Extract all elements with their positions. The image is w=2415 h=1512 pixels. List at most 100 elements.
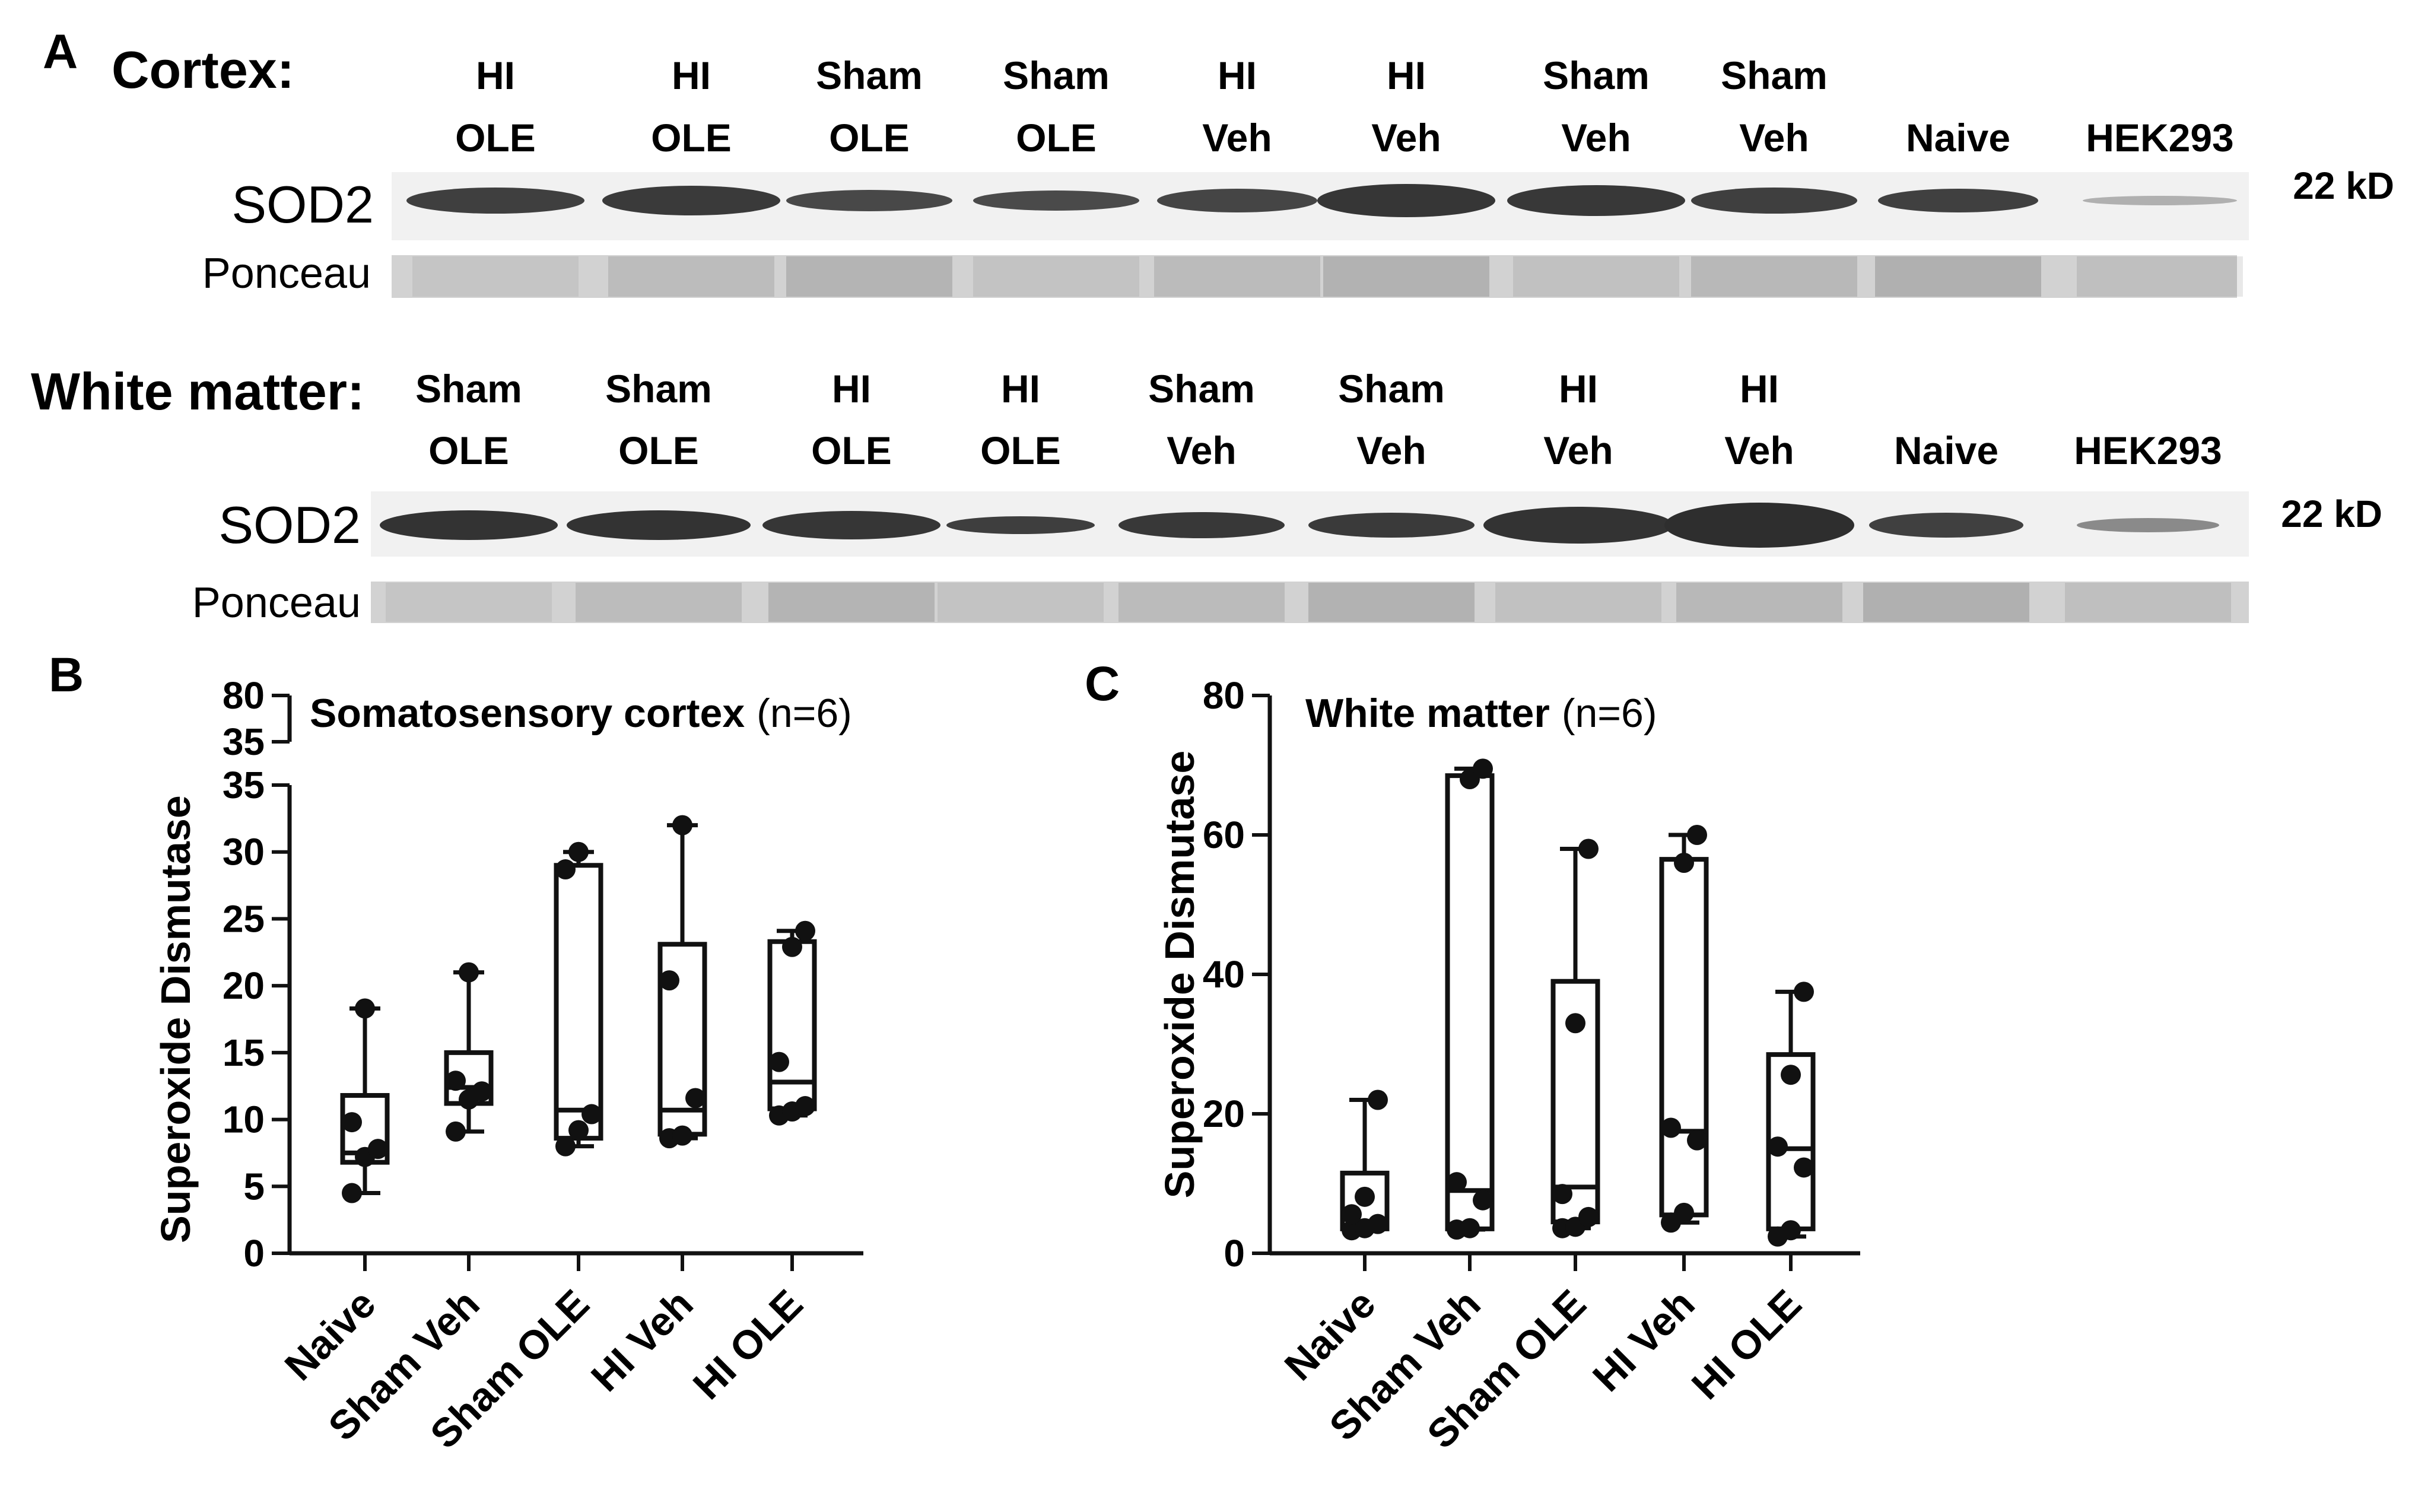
- chart-c-point-hi-ole-5: [1781, 1065, 1801, 1085]
- chart-c-point-sham-veh-6: [1473, 758, 1493, 779]
- chart-b-point-sham-veh-3: [472, 1081, 492, 1102]
- cortex-lane-7-group: Sham: [1543, 53, 1650, 97]
- wm-sod2-band-4: [946, 516, 1095, 534]
- chart-b-point-hi-ole-4: [769, 1052, 789, 1072]
- chart-b-ytick-label-15: 15: [223, 1031, 265, 1074]
- chart-b-point-hi-ole-5: [782, 936, 802, 957]
- chart-c-point-hi-ole-2: [1781, 1220, 1801, 1241]
- chart-b-point-sham-ole-3: [581, 1104, 602, 1125]
- cortex-lane-8-treatment: Veh: [1739, 116, 1809, 160]
- wm-ponceau-strip: [371, 582, 2249, 623]
- wm-ponceau-lane-6: [1308, 583, 1475, 622]
- chart-c-point-sham-veh-2: [1460, 1218, 1480, 1238]
- wm-lane-7-treatment: Veh: [1543, 428, 1613, 472]
- chart-c-ytick-label-0: 0: [1224, 1232, 1245, 1275]
- cortex-lane-4-group: Sham: [1003, 53, 1110, 97]
- chart-c-point-naive-6: [1368, 1089, 1388, 1110]
- chart-b-point-hi-veh-5: [672, 815, 692, 836]
- chart-b-point-hi-ole-6: [795, 920, 815, 941]
- chart-b-point-sham-ole-4: [555, 859, 576, 880]
- chart-c-box-hi-veh: [1659, 857, 1709, 1218]
- cortex-lane-5-group: HI: [1218, 53, 1257, 97]
- chart-b-point-hi-ole-3: [795, 1096, 815, 1117]
- chart-c-point-hi-veh-3: [1687, 1130, 1707, 1151]
- cortex-lane-1-treatment: OLE: [455, 116, 536, 160]
- chart-c-point-hi-veh-5: [1674, 853, 1694, 873]
- wm-sod2-band-5: [1118, 512, 1285, 538]
- chart-b-point-naive-1: [342, 1183, 362, 1203]
- chart-c-point-naive-3: [1368, 1214, 1388, 1234]
- cortex-ponceau-lane-6: [1323, 256, 1489, 297]
- cortex-lane-7-treatment: Veh: [1561, 116, 1631, 160]
- cortex-lane-8-group: Sham: [1721, 53, 1828, 97]
- chart-c-point-hi-veh-4: [1661, 1117, 1681, 1138]
- cortex-ponceau-lane-2: [608, 256, 774, 297]
- chart-b-ytick-label-30: 30: [223, 831, 265, 873]
- chart-b-ylabel: Superoxide Dismutase: [152, 795, 199, 1243]
- chart-c-point-sham-ole-5: [1565, 1013, 1585, 1034]
- chart-b-point-naive-5: [355, 998, 375, 1019]
- chart-c-xlabel-hi-ole: HI OLE: [1683, 1281, 1810, 1408]
- wm-lane-3-treatment: OLE: [811, 428, 892, 472]
- cortex-lane-5-treatment: Veh: [1202, 116, 1272, 160]
- chart-c-point-sham-ole-3: [1578, 1206, 1599, 1227]
- wm-sod2-band-6: [1308, 513, 1475, 538]
- wm-lane-2-group: Sham: [605, 367, 712, 411]
- wm-sod2-label: SOD2: [218, 495, 361, 554]
- wm-lane-6-treatment: Veh: [1356, 428, 1426, 472]
- wm-lane-8-group: HI: [1740, 367, 1779, 411]
- wm-sod2-bands: [380, 503, 2219, 548]
- cortex-sod2-band-3: [786, 190, 952, 211]
- chart-b-box-sham-ole: [554, 863, 603, 1141]
- chart-c-point-sham-ole-4: [1552, 1184, 1572, 1205]
- chart-c-ylabel: Superoxide Dismutase: [1156, 751, 1203, 1199]
- wm-lane-5-group: Sham: [1148, 367, 1255, 411]
- cortex-ponceau-lane-10: [2077, 256, 2243, 297]
- wm-lane-5-treatment: Veh: [1167, 428, 1236, 472]
- chart-c-point-sham-veh-4: [1447, 1172, 1467, 1193]
- chart-c-point-sham-veh-3: [1473, 1190, 1493, 1211]
- wm-lane-2-treatment: OLE: [618, 428, 699, 472]
- chart-c-point-hi-ole-6: [1794, 981, 1814, 1002]
- cortex-ponceau-lane-7: [1513, 256, 1679, 297]
- panel-c-letter: C: [1085, 657, 1120, 711]
- wm-ponceau-lane-10: [2065, 583, 2231, 622]
- chart-b-ytick-label-5: 5: [243, 1165, 265, 1208]
- chart-b-point-hi-veh-4: [659, 970, 679, 991]
- white-matter-heading: White matter:: [31, 362, 364, 421]
- chart-b-point-sham-veh-1: [446, 1121, 466, 1142]
- chart-b-xlabel-hi-ole: HI OLE: [685, 1281, 812, 1408]
- wm-ponceau-lane-5: [1118, 583, 1285, 622]
- wm-lane-10-treatment: HEK293: [2074, 428, 2222, 472]
- wm-ponceau-lane-1: [386, 583, 552, 622]
- cortex-lane-10-treatment: HEK293: [2086, 116, 2233, 160]
- cortex-size-marker: 22 kD: [2293, 164, 2394, 207]
- wm-ponceau-lane-2: [576, 583, 742, 622]
- wm-lane-1-group: Sham: [415, 367, 522, 411]
- wm-lane-6-group: Sham: [1338, 367, 1445, 411]
- wm-sod2-band-7: [1483, 507, 1673, 544]
- panel-a-letter: A: [43, 25, 78, 79]
- wm-ponceau-lanes: [386, 583, 2231, 622]
- chart-c-ytick-label-60: 60: [1203, 814, 1245, 856]
- chart-c-xlabel-hi-veh: HI Veh: [1584, 1281, 1704, 1400]
- wm-lane-7-group: HI: [1559, 367, 1598, 411]
- chart-c-box-sham-veh: [1445, 773, 1495, 1231]
- chart-c-point-naive-5: [1355, 1186, 1375, 1207]
- chart-somatosensory-cortex: Somatosensory cortex (n=6)051015202530358…: [152, 674, 863, 1457]
- wm-lane-4-treatment: OLE: [980, 428, 1061, 472]
- cortex-sod2-band-9: [1878, 189, 2038, 212]
- wm-sod2-band-9: [1869, 513, 2023, 538]
- cortex-sod2-band-2: [602, 186, 780, 215]
- wm-lane-4-group: HI: [1001, 367, 1040, 411]
- wm-lane-9-treatment: Naive: [1894, 428, 1998, 472]
- chart-c-point-hi-ole-4: [1768, 1136, 1788, 1157]
- chart-c-point-sham-ole-6: [1578, 838, 1599, 859]
- cortex-sod2-band-5: [1157, 189, 1317, 212]
- cortex-lane-6-treatment: Veh: [1371, 116, 1441, 160]
- chart-c-title: White matter (n=6): [1305, 691, 1657, 736]
- cortex-lane-labels: HI OLE HI OLE Sham OLE Sham OLE HI Veh HI Veh Sham Ve…: [455, 53, 2234, 160]
- cortex-heading: Cortex:: [112, 40, 294, 99]
